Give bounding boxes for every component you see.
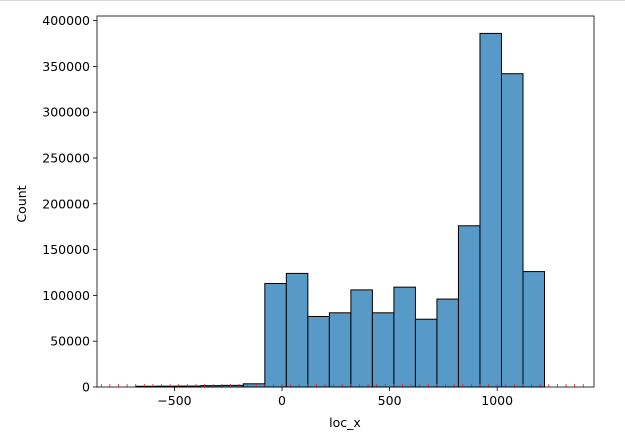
y-tick-label: 150000 bbox=[42, 242, 90, 257]
y-axis-label: Count bbox=[14, 185, 29, 222]
x-tick-label: 1000 bbox=[481, 393, 513, 408]
y-tick-label: 300000 bbox=[42, 105, 90, 120]
y-tick-label: 400000 bbox=[42, 13, 90, 28]
x-axis-label: loc_x bbox=[329, 415, 361, 430]
y-tick-label: 350000 bbox=[42, 59, 90, 74]
histogram-bar bbox=[242, 383, 266, 388]
y-axis-ticks: 0 50000 100000 150000 200000 250000 300000 3500… bbox=[42, 13, 97, 395]
window-top-border bbox=[0, 0, 625, 1]
axes-frame bbox=[96, 15, 595, 388]
y-tick-label: 200000 bbox=[42, 196, 90, 211]
y-tick-label: 50000 bbox=[50, 334, 90, 349]
histogram-bar bbox=[285, 272, 309, 388]
histogram-bar bbox=[479, 32, 502, 388]
x-tick-label: 0 bbox=[278, 393, 286, 408]
rug-marks bbox=[100, 384, 584, 387]
histogram-bar bbox=[307, 315, 330, 388]
y-tick-label: 250000 bbox=[42, 150, 90, 165]
histogram-bar bbox=[436, 298, 459, 388]
histogram-bar bbox=[350, 289, 373, 388]
histogram-bar bbox=[414, 318, 438, 388]
y-tick-label: 100000 bbox=[42, 288, 90, 303]
x-tick-label: −500 bbox=[157, 393, 191, 408]
histogram-bar bbox=[371, 312, 395, 388]
histogram-bar bbox=[500, 73, 524, 388]
histogram-bars bbox=[135, 32, 546, 388]
histogram-bar bbox=[264, 282, 287, 388]
x-tick-label: 500 bbox=[378, 393, 402, 408]
y-tick-label: 0 bbox=[82, 380, 90, 395]
histogram-bar bbox=[457, 225, 481, 388]
x-axis-ticks: −500 0 500 1000 bbox=[157, 387, 513, 408]
histogram-bar bbox=[328, 312, 352, 388]
histogram-bar bbox=[393, 286, 416, 388]
histogram-bar bbox=[522, 271, 546, 388]
